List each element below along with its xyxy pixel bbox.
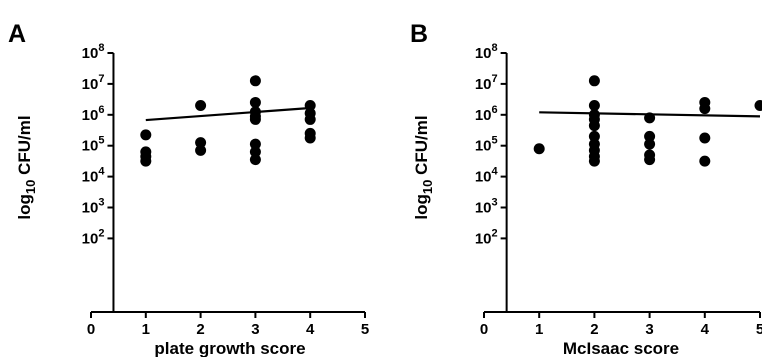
- x-tick-label: 1: [142, 321, 150, 338]
- data-point: [195, 144, 207, 156]
- x-tick-label: 5: [361, 321, 369, 338]
- y-tick-label: 108: [82, 42, 105, 62]
- y-tick-label: 104: [475, 166, 499, 186]
- data-point: [249, 75, 261, 87]
- data-point: [588, 100, 600, 112]
- trend-line: [145, 106, 311, 122]
- y-tick-label: 102: [475, 227, 498, 247]
- x-tick-label: 3: [251, 321, 259, 338]
- panel-label: B: [410, 20, 428, 48]
- data-point: [644, 130, 656, 142]
- x-axis-title: plate growth score: [154, 339, 305, 357]
- data-point: [195, 137, 207, 149]
- y-tick-label: 103: [475, 197, 498, 217]
- y-tick-label: 103: [82, 197, 105, 217]
- y-tick-label: 104: [82, 166, 106, 186]
- chart-panel-b: B 102 103 104 105 106 107 108 0 1 2 3 4 5 McIsaac scor…: [410, 20, 762, 357]
- data-point: [588, 120, 600, 132]
- data-point: [754, 100, 762, 112]
- data-point: [304, 100, 316, 112]
- data-point: [249, 146, 261, 158]
- data-point: [533, 143, 545, 155]
- data-point: [644, 138, 656, 150]
- y-axis-title: log10 CFU/ml: [412, 115, 435, 219]
- data-point: [140, 155, 152, 167]
- y-tick-label: 105: [82, 135, 105, 155]
- chart-panel-a: A 102 103 104 105 106 107 108 0 1 2 3 4 5 plate growth…: [8, 20, 369, 357]
- y-tick-label: 107: [82, 73, 105, 93]
- x-axis-title: McIsaac score: [563, 339, 679, 357]
- data-point: [195, 100, 207, 112]
- data-point: [644, 154, 656, 166]
- data-point: [588, 130, 600, 142]
- x-tick-label: 0: [480, 321, 488, 338]
- y-tick-label: 106: [475, 104, 498, 124]
- data-point: [249, 96, 261, 108]
- x-tick-label: 1: [535, 321, 543, 338]
- x-tick-label: 2: [590, 321, 598, 338]
- data-point: [304, 113, 316, 125]
- y-axis-title: log10 CFU/ml: [15, 115, 38, 219]
- x-tick-label: 5: [756, 321, 762, 338]
- y-tick-label: 107: [475, 73, 498, 93]
- data-point: [249, 154, 261, 166]
- y-tick-label: 106: [82, 104, 105, 124]
- x-tick-label: 4: [701, 321, 710, 338]
- data-point: [588, 155, 600, 167]
- x-tick-label: 0: [87, 321, 95, 338]
- data-point: [644, 112, 656, 124]
- data-point: [699, 103, 711, 115]
- data-point: [588, 75, 600, 87]
- data-point: [249, 138, 261, 150]
- y-tick-label: 105: [475, 135, 498, 155]
- data-point: [699, 155, 711, 167]
- data-point: [140, 129, 152, 141]
- x-tick-label: 4: [306, 321, 315, 338]
- y-tick-label: 108: [475, 42, 498, 62]
- data-point: [304, 132, 316, 144]
- data-point: [699, 132, 711, 144]
- y-tick-label: 102: [82, 227, 105, 247]
- data-point: [249, 110, 261, 122]
- panel-label: A: [8, 20, 26, 48]
- x-tick-label: 2: [196, 321, 204, 338]
- x-tick-label: 3: [645, 321, 653, 338]
